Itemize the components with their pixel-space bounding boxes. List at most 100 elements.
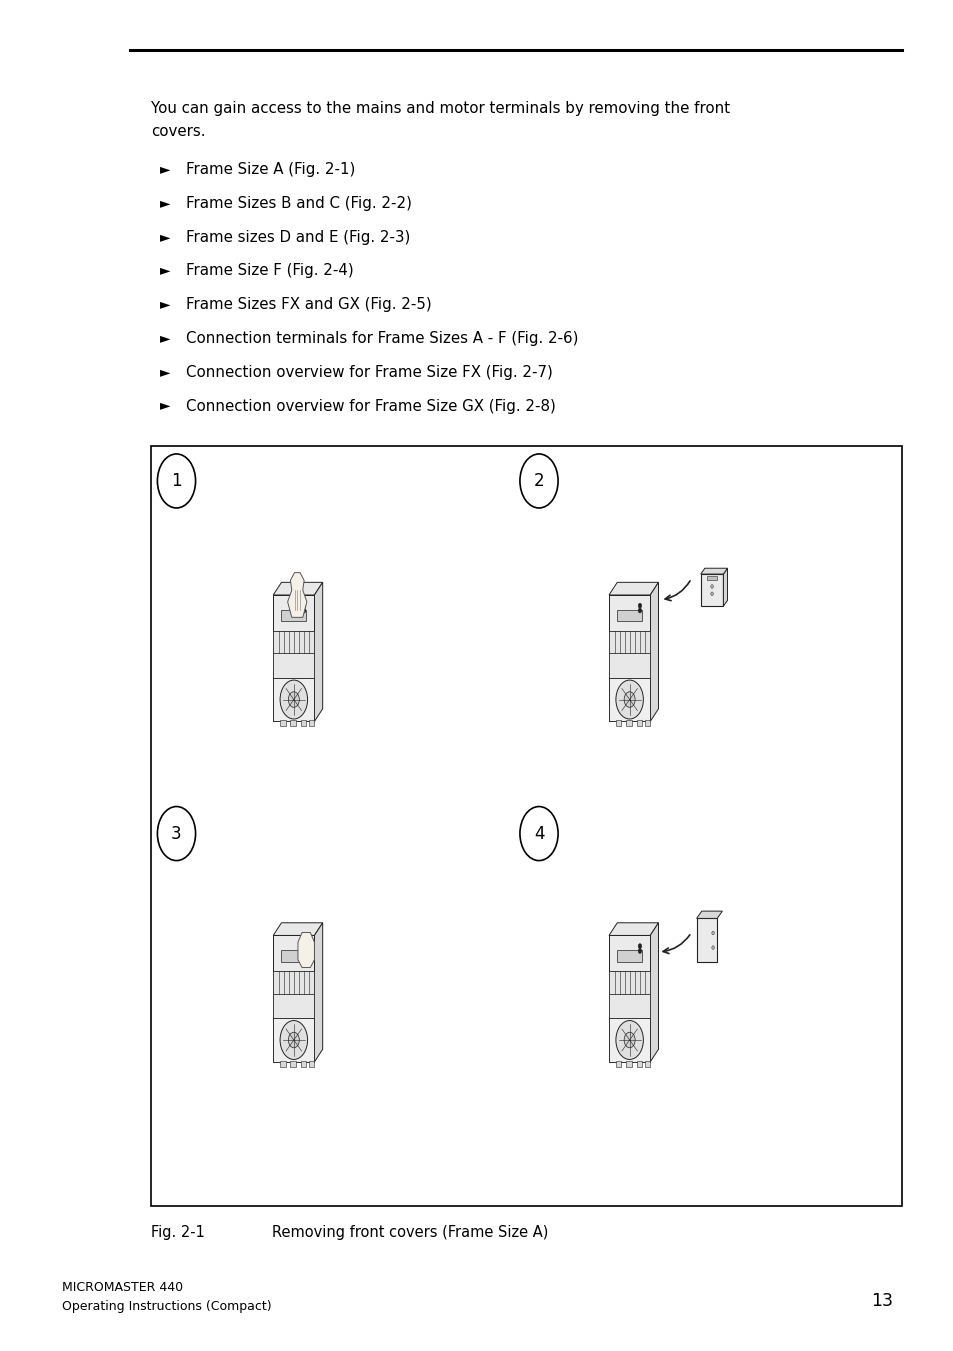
- Polygon shape: [314, 582, 322, 721]
- Text: ►: ►: [160, 162, 171, 176]
- Text: Frame sizes D and E (Fig. 2-3): Frame sizes D and E (Fig. 2-3): [186, 230, 410, 245]
- Polygon shape: [700, 574, 722, 607]
- Circle shape: [711, 931, 714, 935]
- Polygon shape: [273, 923, 322, 935]
- Polygon shape: [273, 994, 314, 1019]
- Polygon shape: [722, 569, 727, 607]
- Text: ►: ►: [160, 263, 171, 277]
- Bar: [617, 609, 641, 621]
- Polygon shape: [608, 582, 658, 594]
- Polygon shape: [608, 654, 650, 678]
- Polygon shape: [314, 923, 322, 1062]
- Polygon shape: [273, 654, 314, 678]
- Circle shape: [638, 948, 641, 954]
- Bar: [300, 1061, 306, 1067]
- Bar: [636, 720, 641, 727]
- Circle shape: [302, 944, 306, 948]
- Circle shape: [302, 608, 306, 613]
- Circle shape: [638, 608, 641, 613]
- Polygon shape: [650, 582, 658, 721]
- Bar: [151, 446, 902, 1206]
- Polygon shape: [273, 631, 314, 654]
- Text: Operating Instructions (Compact): Operating Instructions (Compact): [62, 1300, 272, 1313]
- Polygon shape: [273, 594, 314, 721]
- Text: 2: 2: [533, 471, 544, 490]
- Text: Frame Sizes FX and GX (Fig. 2-5): Frame Sizes FX and GX (Fig. 2-5): [186, 297, 432, 312]
- Bar: [281, 950, 306, 962]
- Text: ►: ►: [160, 196, 171, 209]
- Text: 1: 1: [171, 471, 182, 490]
- Polygon shape: [288, 573, 307, 617]
- Text: Removing front covers (Frame Size A): Removing front covers (Frame Size A): [272, 1225, 548, 1240]
- Circle shape: [623, 1032, 635, 1048]
- Circle shape: [711, 946, 714, 950]
- Circle shape: [710, 592, 713, 596]
- Polygon shape: [273, 594, 314, 631]
- Polygon shape: [608, 935, 650, 1062]
- Polygon shape: [608, 631, 650, 654]
- Polygon shape: [297, 932, 314, 967]
- Text: Connection overview for Frame Size FX (Fig. 2-7): Connection overview for Frame Size FX (F…: [186, 365, 553, 380]
- Polygon shape: [273, 582, 322, 594]
- Polygon shape: [273, 971, 314, 994]
- Bar: [309, 1061, 314, 1067]
- Text: MICROMASTER 440: MICROMASTER 440: [62, 1281, 183, 1294]
- Bar: [290, 720, 295, 727]
- Circle shape: [710, 585, 713, 588]
- Polygon shape: [696, 911, 721, 919]
- Text: Frame Size F (Fig. 2-4): Frame Size F (Fig. 2-4): [186, 263, 354, 278]
- Polygon shape: [608, 971, 650, 994]
- Bar: [280, 1061, 285, 1067]
- Text: ►: ►: [160, 331, 171, 345]
- Polygon shape: [608, 594, 650, 721]
- Bar: [617, 950, 641, 962]
- Bar: [625, 1061, 631, 1067]
- Circle shape: [616, 680, 642, 719]
- Text: You can gain access to the mains and motor terminals by removing the front: You can gain access to the mains and mot…: [151, 101, 729, 116]
- Text: ►: ►: [160, 399, 171, 412]
- Text: ►: ►: [160, 230, 171, 243]
- Bar: [616, 720, 620, 727]
- Circle shape: [616, 1020, 642, 1059]
- Text: Connection terminals for Frame Sizes A - F (Fig. 2-6): Connection terminals for Frame Sizes A -…: [186, 331, 578, 346]
- Circle shape: [280, 680, 307, 719]
- Text: ►: ►: [160, 297, 171, 311]
- Circle shape: [280, 1020, 307, 1059]
- Polygon shape: [650, 923, 658, 1062]
- Circle shape: [288, 1032, 299, 1048]
- Bar: [625, 720, 631, 727]
- Bar: [281, 609, 306, 621]
- Text: Connection overview for Frame Size GX (Fig. 2-8): Connection overview for Frame Size GX (F…: [186, 399, 556, 413]
- Polygon shape: [608, 994, 650, 1019]
- Bar: [616, 1061, 620, 1067]
- Circle shape: [519, 807, 558, 861]
- Circle shape: [638, 604, 641, 608]
- Polygon shape: [696, 919, 717, 962]
- Text: Frame Size A (Fig. 2-1): Frame Size A (Fig. 2-1): [186, 162, 355, 177]
- Text: 3: 3: [171, 824, 182, 843]
- Polygon shape: [700, 569, 727, 574]
- Bar: [300, 720, 306, 727]
- Polygon shape: [273, 935, 314, 1062]
- Circle shape: [638, 944, 641, 948]
- Bar: [608, 1019, 650, 1062]
- Circle shape: [302, 948, 306, 954]
- Text: ►: ►: [160, 365, 171, 378]
- Bar: [309, 720, 314, 727]
- Text: Frame Sizes B and C (Fig. 2-2): Frame Sizes B and C (Fig. 2-2): [186, 196, 412, 211]
- Bar: [706, 577, 717, 580]
- Text: Fig. 2-1: Fig. 2-1: [151, 1225, 204, 1240]
- Bar: [280, 720, 285, 727]
- Circle shape: [623, 692, 635, 708]
- Circle shape: [519, 454, 558, 508]
- Text: covers.: covers.: [151, 124, 205, 139]
- Circle shape: [288, 692, 299, 708]
- Bar: [290, 1061, 295, 1067]
- Bar: [273, 678, 314, 721]
- Bar: [608, 678, 650, 721]
- Circle shape: [157, 454, 195, 508]
- Polygon shape: [608, 935, 650, 971]
- Circle shape: [302, 604, 306, 608]
- Text: 4: 4: [533, 824, 544, 843]
- Bar: [644, 1061, 650, 1067]
